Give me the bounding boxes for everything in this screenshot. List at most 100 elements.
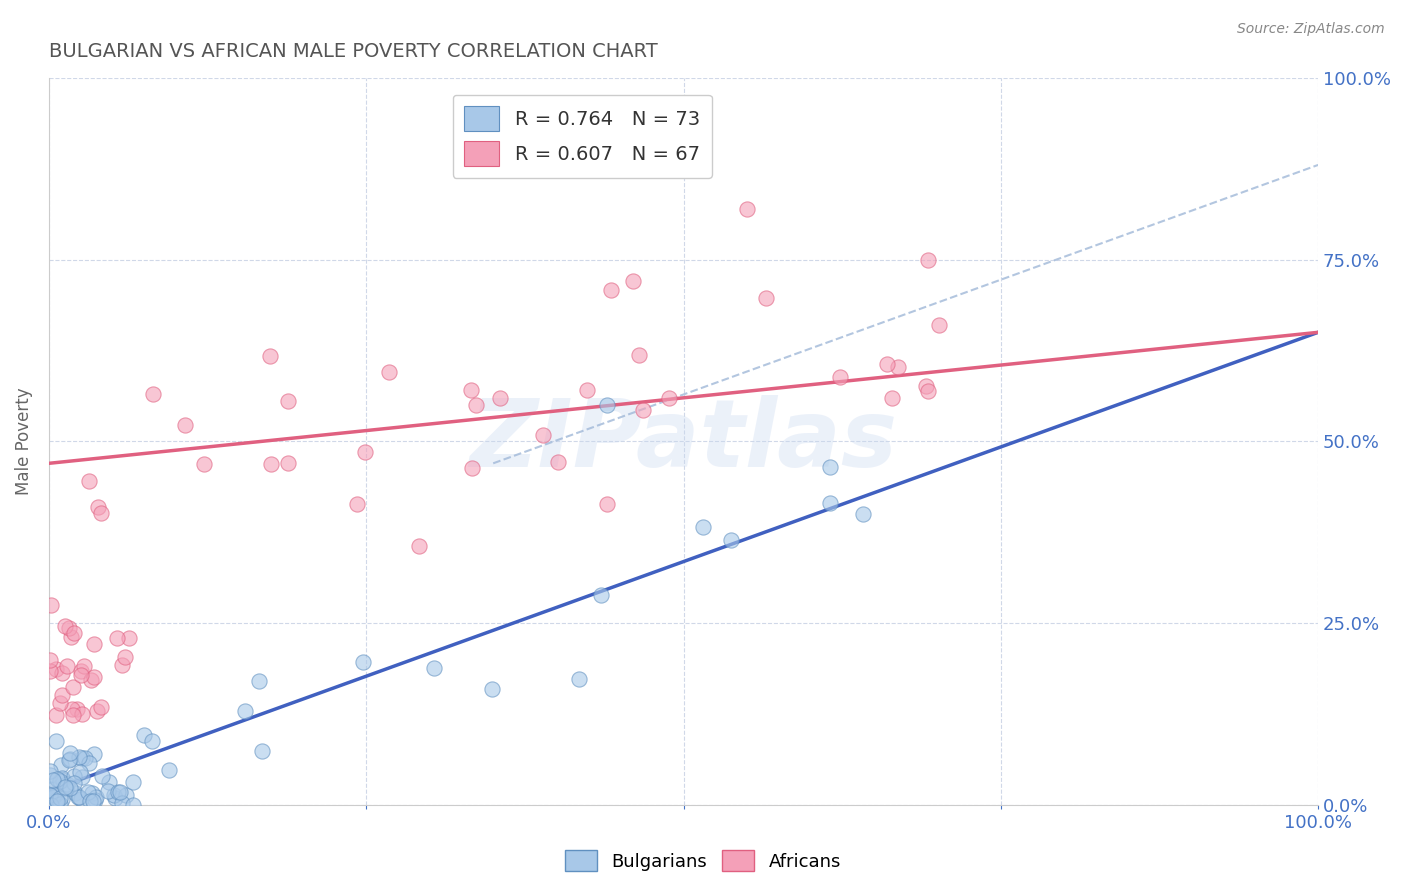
Point (408, 539, 430, 553)
Point (79, 794, 101, 808)
Point (84, 793, 107, 807)
Point (589, 588, 612, 602)
Point (489, 391, 512, 405)
Point (481, 682, 503, 697)
Point (70, 664, 93, 678)
Point (51, 792, 73, 806)
Point (55, 776, 77, 790)
Point (377, 366, 399, 380)
Point (49, 696, 72, 710)
Point (67, 789, 90, 804)
Point (59, 747, 82, 761)
Point (880, 392, 903, 406)
Point (346, 497, 368, 511)
Point (90, 699, 112, 714)
Point (107, 785, 129, 799)
Point (63, 775, 86, 789)
Point (277, 456, 299, 470)
Point (66, 702, 89, 716)
Point (118, 632, 141, 646)
Point (97, 774, 120, 789)
Point (83, 670, 105, 684)
Point (42, 773, 65, 788)
Point (45, 662, 67, 676)
Point (45, 707, 67, 722)
Text: BULGARIAN VS AFRICAN MALE POVERTY CORRELATION CHART: BULGARIAN VS AFRICAN MALE POVERTY CORREL… (49, 42, 658, 61)
Point (73, 751, 96, 765)
Point (631, 403, 654, 417)
Point (77, 756, 100, 770)
Point (568, 673, 591, 687)
Point (464, 399, 486, 413)
Point (80, 673, 103, 687)
Point (66, 790, 89, 805)
Point (42, 787, 65, 801)
Point (58, 621, 80, 635)
Point (422, 660, 444, 674)
Point (59, 781, 82, 796)
Point (103, 789, 125, 803)
Point (621, 274, 644, 288)
Point (69, 792, 91, 806)
Point (49, 797, 72, 811)
Point (596, 398, 619, 412)
Point (692, 519, 714, 533)
Point (353, 444, 375, 458)
Point (46, 772, 69, 786)
Point (917, 384, 939, 398)
Point (83, 747, 105, 761)
Point (52, 772, 75, 787)
Point (72, 659, 94, 673)
Point (928, 318, 950, 333)
Point (39, 788, 62, 802)
Point (69, 764, 91, 779)
Point (460, 383, 482, 397)
Point (193, 457, 215, 471)
Point (576, 383, 599, 397)
Point (53, 780, 76, 795)
Point (828, 369, 851, 384)
Point (83, 636, 105, 650)
Point (142, 386, 165, 401)
Point (45, 734, 67, 748)
Point (915, 379, 938, 393)
Point (77, 474, 100, 488)
Point (277, 393, 299, 408)
Point (818, 459, 841, 474)
Point (111, 797, 134, 811)
Point (97, 784, 120, 798)
Point (260, 458, 283, 472)
Point (39, 797, 62, 812)
Point (39, 768, 62, 782)
Point (51, 665, 73, 680)
Point (600, 283, 623, 297)
Text: Source: ZipAtlas.com: Source: ZipAtlas.com (1237, 22, 1385, 37)
Point (818, 496, 841, 510)
Point (157, 763, 180, 777)
Point (58, 753, 80, 767)
Point (77, 785, 100, 799)
Point (60, 702, 83, 716)
Point (114, 650, 136, 665)
Point (84, 790, 107, 805)
Point (55, 781, 77, 796)
Point (259, 349, 281, 363)
Point (39, 781, 62, 796)
Point (247, 673, 270, 688)
Point (108, 785, 131, 799)
Point (82, 794, 104, 808)
Text: ZIPatlas: ZIPatlas (470, 395, 897, 488)
Legend: R = 0.764   N = 73, R = 0.607   N = 67: R = 0.764 N = 73, R = 0.607 N = 67 (453, 95, 711, 178)
Point (39, 664, 62, 678)
Point (111, 657, 134, 672)
Point (80, 786, 103, 800)
Point (547, 455, 569, 469)
Point (63, 626, 86, 640)
Point (122, 775, 145, 789)
Point (51, 772, 73, 786)
Point (90, 769, 112, 783)
Point (917, 252, 939, 267)
Point (887, 359, 910, 374)
Point (132, 728, 155, 742)
Point (122, 797, 145, 812)
